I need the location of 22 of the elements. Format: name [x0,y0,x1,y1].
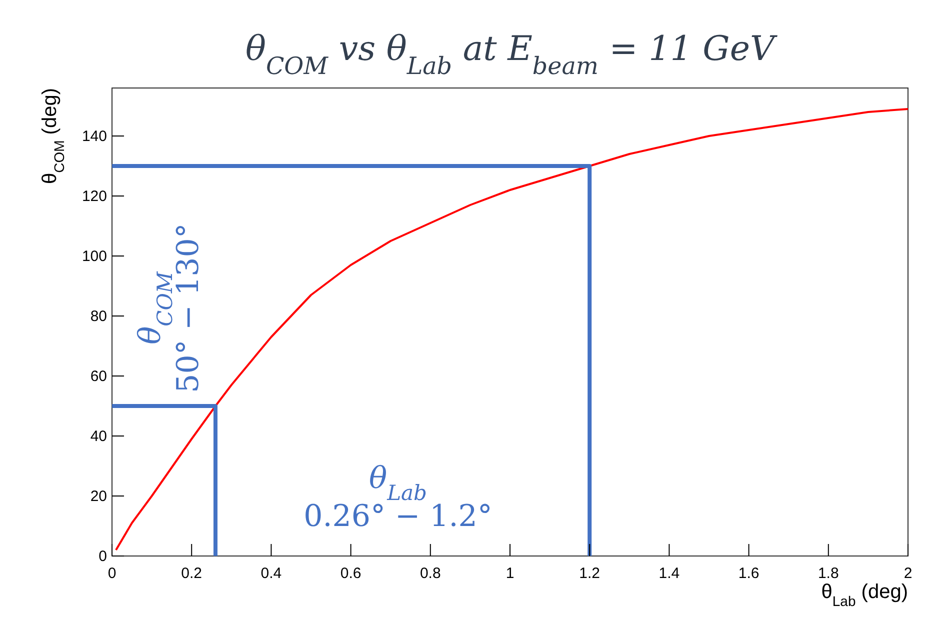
x-tick-label: 0.8 [420,565,441,582]
y-tick-label: 0 [98,548,107,565]
x-tick-label: 0.4 [260,565,282,582]
y-tick-label: 120 [82,188,107,205]
y-tick-label: 100 [82,248,107,265]
annotation: θ$_{Lab}$ 0.26° − 1.2° [304,461,492,534]
x-tick-label: 2 [904,565,912,582]
y-tick-label: 60 [90,368,107,385]
x-tick-label: 1 [506,565,514,582]
y-tick-label: 140 [82,128,107,145]
x-tick-label: 1.6 [738,565,760,582]
x-axis-title: θ$_{Lab}$ (deg) [821,581,908,609]
x-tick-label: 1.4 [658,565,680,582]
y-tick-label: 80 [90,308,107,325]
y-tick-label: 20 [90,488,107,505]
x-tick-label: 0.2 [181,565,202,582]
y-tick-label: 40 [90,428,107,445]
x-tick-label: 1.2 [579,565,600,582]
x-tick-label: 1.8 [818,565,839,582]
chart-title: θ$_{COM}$ vs θ$_{Lab}$ at E$_{beam}$ = 11 GeV [245,29,778,80]
line-series [114,108,909,551]
x-tick-label: 0.6 [340,565,362,582]
